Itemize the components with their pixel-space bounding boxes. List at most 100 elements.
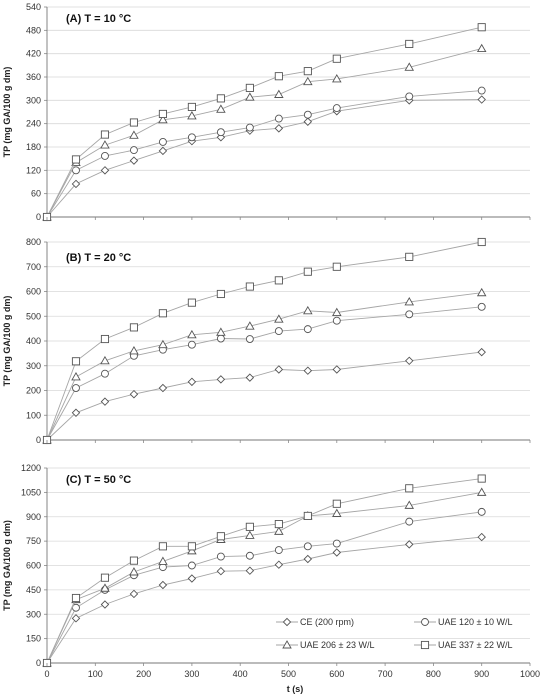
data-point bbox=[274, 546, 283, 555]
data-point bbox=[303, 325, 312, 334]
legend-entry: UAE 206 ± 23 W/L bbox=[276, 640, 374, 650]
y-tick-label: 100 bbox=[26, 410, 41, 420]
data-point bbox=[274, 124, 284, 133]
series-square bbox=[42, 237, 486, 445]
data-point bbox=[71, 408, 81, 418]
x-tick-label: 300 bbox=[184, 669, 199, 679]
data-point bbox=[100, 130, 110, 139]
chart-panels: 0 60 120 180 240 300 360 420 480 540 TP (mg GA/100… bbox=[2, 2, 530, 668]
data-point bbox=[303, 67, 312, 76]
data-point bbox=[129, 556, 138, 565]
data-point bbox=[100, 355, 110, 365]
y-tick-label: 0 bbox=[36, 212, 41, 222]
x-tick-label: 100 bbox=[88, 669, 103, 679]
data-point bbox=[477, 347, 486, 357]
panel-3: 0 150 300 450 600 750 900 1050 1200 TP (mg GA/100… bbox=[2, 463, 530, 668]
data-point bbox=[129, 567, 139, 576]
data-point bbox=[405, 484, 414, 493]
data-point bbox=[332, 74, 342, 83]
data-point bbox=[303, 554, 313, 564]
data-point bbox=[129, 130, 139, 139]
data-point bbox=[332, 316, 341, 325]
data-point bbox=[332, 499, 341, 508]
data-point bbox=[245, 282, 254, 291]
x-tick-label: 400 bbox=[233, 669, 248, 679]
data-point bbox=[477, 474, 486, 483]
x-tick-label: 600 bbox=[329, 669, 344, 679]
data-point bbox=[216, 552, 225, 561]
data-point bbox=[216, 334, 225, 343]
data-point bbox=[129, 118, 138, 127]
y-tick-label: 150 bbox=[26, 634, 41, 644]
data-point bbox=[100, 397, 110, 406]
data-point bbox=[332, 365, 342, 374]
legend-entry: CE (200 rpm) bbox=[276, 617, 354, 627]
data-point bbox=[71, 357, 81, 366]
data-point bbox=[303, 511, 312, 520]
x-tick-label: 200 bbox=[136, 669, 151, 679]
data-point bbox=[71, 179, 81, 189]
x-tick-label: 500 bbox=[281, 669, 296, 679]
data-point bbox=[187, 329, 197, 339]
data-point bbox=[158, 383, 168, 393]
data-point bbox=[72, 166, 80, 175]
legend-label: UAE 206 ± 23 W/L bbox=[300, 640, 374, 650]
data-point bbox=[245, 566, 255, 575]
data-point bbox=[303, 117, 313, 126]
data-point bbox=[274, 526, 284, 535]
y-tick-label: 0 bbox=[36, 435, 41, 445]
y-tick-label: 180 bbox=[26, 142, 41, 152]
data-point bbox=[129, 345, 139, 355]
y-tick-label: 360 bbox=[26, 72, 41, 82]
data-point bbox=[71, 614, 81, 623]
y-tick-label: 240 bbox=[26, 119, 41, 129]
data-point bbox=[158, 146, 168, 156]
data-point bbox=[477, 95, 486, 104]
data-point bbox=[158, 109, 167, 118]
data-point bbox=[274, 365, 284, 374]
data-point bbox=[245, 123, 254, 132]
data-point bbox=[274, 72, 283, 81]
data-point bbox=[245, 335, 254, 343]
y-tick-label: 1200 bbox=[21, 463, 41, 473]
legend: CE (200 rpm) UAE 120 ± 10 W/L UAE 206 ± 23… bbox=[276, 617, 512, 650]
legend-marker bbox=[282, 640, 292, 649]
x-tick-label: 0 bbox=[44, 669, 49, 679]
series-triangle bbox=[42, 43, 487, 221]
data-point bbox=[477, 237, 486, 247]
data-point bbox=[332, 508, 342, 517]
y-tick-label: 900 bbox=[26, 512, 41, 522]
y-tick-label: 600 bbox=[26, 287, 41, 297]
y-tick-label: 450 bbox=[26, 585, 41, 595]
data-point bbox=[303, 110, 312, 119]
data-point bbox=[274, 114, 283, 123]
legend-label: UAE 120 ± 10 W/L bbox=[438, 617, 512, 627]
data-point bbox=[303, 366, 313, 375]
data-point bbox=[187, 574, 197, 583]
data-point bbox=[101, 151, 109, 160]
y-tick-label: 540 bbox=[26, 2, 41, 12]
y-axis-label: TP (mg GA/100 g dm) bbox=[2, 67, 12, 158]
legend-marker bbox=[282, 617, 292, 627]
legend-marker bbox=[421, 618, 429, 626]
data-point bbox=[245, 522, 254, 531]
data-point bbox=[129, 146, 138, 155]
data-point bbox=[303, 305, 313, 315]
data-point bbox=[245, 92, 255, 101]
data-point bbox=[274, 520, 283, 529]
data-point bbox=[158, 309, 167, 318]
y-axis-label: TP (mg GA/100 g dm) bbox=[2, 520, 12, 611]
y-tick-label: 480 bbox=[26, 25, 41, 35]
data-point bbox=[129, 389, 139, 399]
data-point bbox=[100, 166, 110, 175]
data-point bbox=[405, 540, 414, 549]
data-point bbox=[245, 551, 254, 560]
panel-title: (A) T = 10 °C bbox=[66, 13, 131, 25]
data-point bbox=[303, 76, 313, 86]
y-tick-label: 120 bbox=[26, 165, 41, 175]
data-point bbox=[216, 532, 225, 541]
y-tick-label: 300 bbox=[26, 361, 41, 371]
x-tick-label: 700 bbox=[378, 669, 393, 679]
data-point bbox=[405, 517, 414, 526]
